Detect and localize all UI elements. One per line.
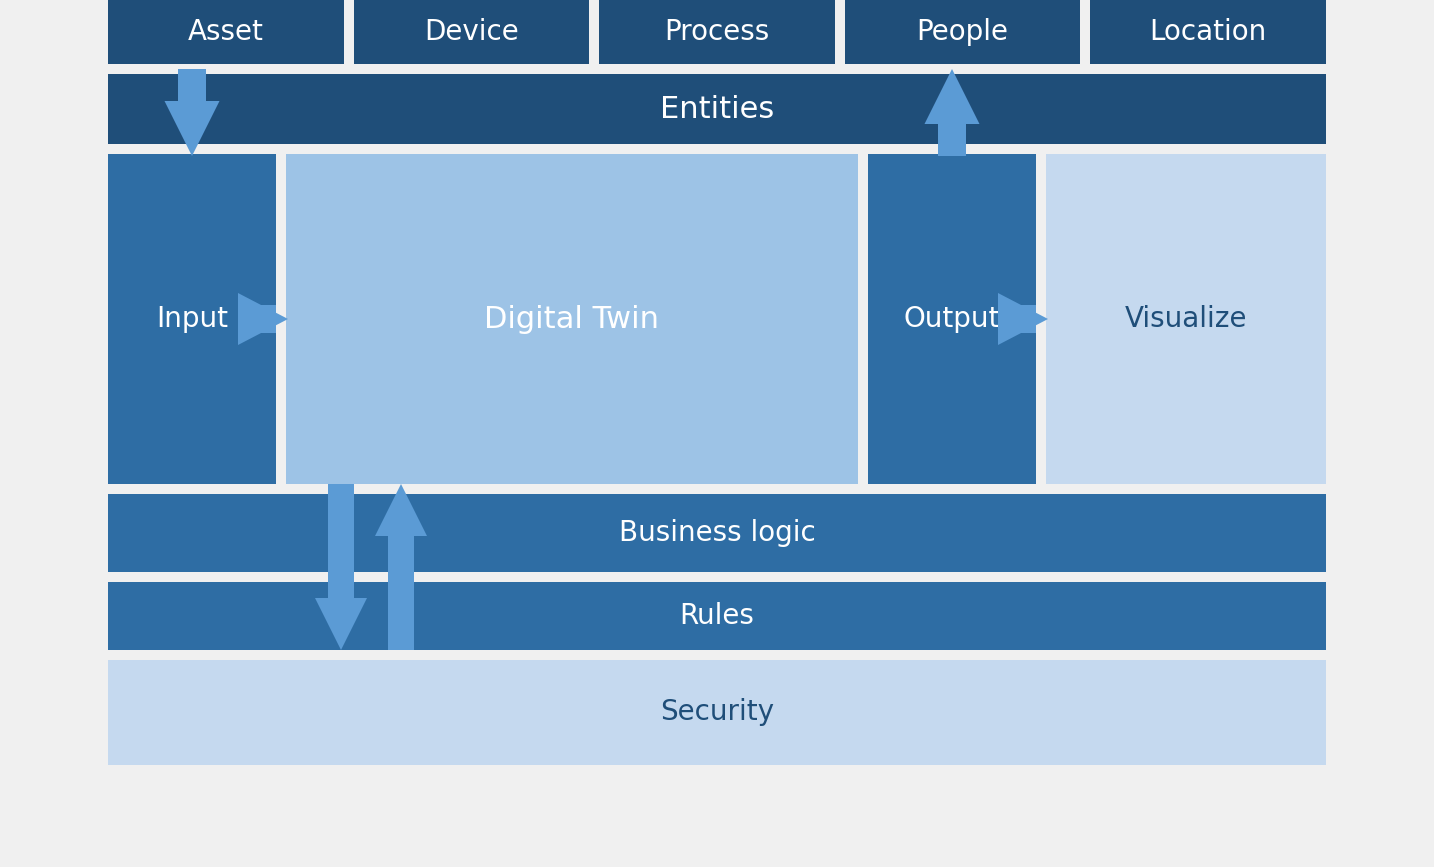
Text: Asset: Asset	[188, 17, 264, 45]
FancyBboxPatch shape	[845, 0, 1080, 64]
FancyBboxPatch shape	[354, 0, 589, 64]
FancyBboxPatch shape	[108, 582, 1326, 650]
FancyBboxPatch shape	[108, 0, 344, 64]
FancyBboxPatch shape	[108, 494, 1326, 572]
FancyBboxPatch shape	[599, 0, 835, 64]
Text: Business logic: Business logic	[618, 519, 816, 547]
Text: Visualize: Visualize	[1124, 305, 1248, 333]
Polygon shape	[315, 598, 367, 650]
Text: Digital Twin: Digital Twin	[485, 304, 660, 334]
FancyBboxPatch shape	[328, 484, 354, 598]
Polygon shape	[998, 293, 1048, 345]
FancyBboxPatch shape	[868, 154, 1035, 484]
Polygon shape	[925, 69, 979, 124]
FancyBboxPatch shape	[238, 305, 275, 333]
Polygon shape	[165, 101, 219, 156]
Text: Security: Security	[660, 699, 774, 727]
Text: Rules: Rules	[680, 602, 754, 630]
FancyBboxPatch shape	[1090, 0, 1326, 64]
Text: Device: Device	[424, 17, 519, 45]
FancyBboxPatch shape	[108, 154, 275, 484]
Text: Location: Location	[1150, 17, 1266, 45]
FancyBboxPatch shape	[178, 69, 206, 101]
Text: Input: Input	[156, 305, 228, 333]
FancyBboxPatch shape	[938, 124, 967, 156]
FancyBboxPatch shape	[108, 74, 1326, 144]
FancyBboxPatch shape	[108, 660, 1326, 765]
FancyBboxPatch shape	[998, 305, 1035, 333]
Text: People: People	[916, 17, 1008, 45]
Text: Entities: Entities	[660, 95, 774, 123]
Polygon shape	[238, 293, 288, 345]
Polygon shape	[376, 484, 427, 536]
FancyBboxPatch shape	[1045, 154, 1326, 484]
Text: Output: Output	[903, 305, 999, 333]
Text: Process: Process	[664, 17, 770, 45]
FancyBboxPatch shape	[389, 536, 414, 650]
FancyBboxPatch shape	[285, 154, 858, 484]
